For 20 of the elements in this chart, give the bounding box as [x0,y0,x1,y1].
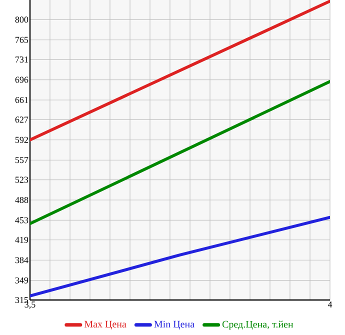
y-tick-label: 731 [16,56,28,63]
y-tick-label: 696 [15,76,28,83]
y-tick-label: 453 [15,217,28,224]
y-tick-label: 592 [15,136,28,143]
y-tick-label: 384 [15,257,28,264]
legend-label: Max Цена [84,320,126,330]
y-tick-label: 765 [16,36,28,43]
y-tick-label: 315 [15,296,28,304]
y-tick-label: 488 [15,196,28,204]
legend-label: Сред.Цена, т.йен [222,320,294,330]
y-tick-label: 523 [15,176,28,183]
y-tick-label: 627 [15,116,28,123]
y-tick-label: 419 [15,236,28,243]
legend-label: Min Цена [154,320,194,330]
y-tick-label: 661 [15,96,28,104]
x-tick-label: 4 [328,302,332,308]
x-tick-label: 3,5 [24,302,36,309]
y-tick-label: 800 [15,16,28,23]
y-tick-label: 557 [15,157,28,164]
y-tick-label: 349 [15,277,28,284]
